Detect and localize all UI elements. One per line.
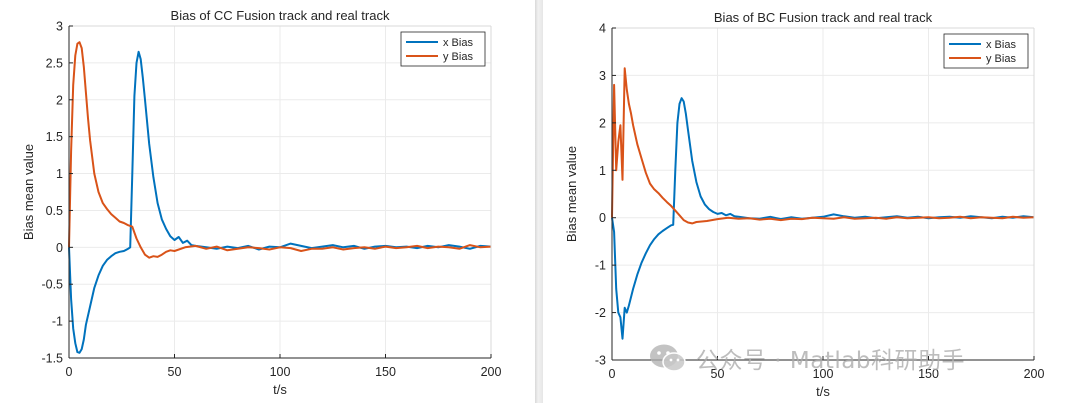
- chart1-ytick-label: 0: [599, 211, 606, 225]
- chart1-legend-box: [943, 33, 1029, 69]
- chart1-xtick-label: 150: [918, 367, 939, 381]
- chart1-legend: x Bias y Bias: [943, 33, 1029, 69]
- chart1-legend-label-y-bias: y Bias: [986, 53, 1016, 65]
- chart1-xtick-label: 50: [711, 367, 725, 381]
- chart0-series-x-bias-line: [68, 50, 492, 354]
- chart0-xtick-label: 50: [168, 365, 182, 379]
- chart0-xtick-label: 0: [66, 365, 73, 379]
- chart0-ytick-label: 2.5: [46, 56, 63, 70]
- chart0-ylabel: Bias mean value: [21, 144, 36, 240]
- chart0-legend: x Bias y Bias: [400, 31, 486, 67]
- chart1-ytick-label: -1: [595, 259, 606, 273]
- chart1-series-y-bias-line: [611, 67, 1035, 225]
- chart0-legend-label-x-bias: x Bias: [443, 37, 473, 49]
- chart0-ytick-label: -1.5: [41, 352, 63, 366]
- chart0-legend-box: [400, 31, 486, 67]
- chart0-xlabel: t/s: [273, 382, 287, 397]
- watermark-text: 公众号 · Matlab科研助手: [696, 348, 965, 374]
- chart0-ytick-label: 1: [56, 167, 63, 181]
- chart0-ytick-label: 0: [56, 241, 63, 255]
- chart1-ylabel: Bias mean value: [564, 146, 579, 242]
- chart0-title: Bias of CC Fusion track and real track: [171, 8, 390, 23]
- chart-panel-cc: 0 50 100 150 200 -1.5 -1 -0.5 0 0.5 1 1.5 2 2.5 3 Bias …: [0, 0, 535, 403]
- wechat-icon: [650, 344, 686, 372]
- chart0-ytick-label: -0.5: [41, 278, 63, 292]
- chart0-ytick-label: 2: [56, 93, 63, 107]
- chart1-ytick-label: 3: [599, 69, 606, 83]
- chart0-legend-label-y-bias: y Bias: [443, 51, 473, 63]
- chart1-ytick-label: 2: [599, 116, 606, 130]
- window-divider: [535, 0, 543, 403]
- chart1-legend-label-x-bias: x Bias: [986, 39, 1016, 51]
- chart0-ytick-label: 3: [56, 20, 63, 34]
- watermark: 公众号 · Matlab科研助手: [648, 340, 965, 376]
- chart-cc-fusion: 0 50 100 150 200 -1.5 -1 -0.5 0 0.5 1 1.5 2 2.5 3 Bias …: [21, 8, 502, 397]
- chart1-xtick-label: 0: [609, 367, 616, 381]
- chart0-xtick-label: 200: [481, 365, 502, 379]
- chart0-ytick-label: -1: [52, 315, 63, 329]
- chart1-xlabel: t/s: [816, 384, 830, 399]
- chart0-series-y-bias-line: [68, 41, 492, 259]
- chart-panel-bc: 0 50 100 150 200 -3 -2 -1 0 1 2 3 4 Bias of BC Fusion…: [543, 0, 1080, 403]
- chart1-ytick-label: 1: [599, 164, 606, 178]
- chart0-xtick-label: 100: [270, 365, 291, 379]
- chart0-ytick-label: 1.5: [46, 130, 63, 144]
- chart1-ytick-label: 4: [599, 22, 606, 36]
- chart1-xtick-label: 200: [1024, 367, 1045, 381]
- chart1-title: Bias of BC Fusion track and real track: [714, 10, 933, 25]
- chart1-ytick-label: -3: [595, 354, 606, 368]
- chart0-xtick-label: 150: [375, 365, 396, 379]
- chart0-ytick-label: 0.5: [46, 204, 63, 218]
- chart1-ytick-label: -2: [595, 306, 606, 320]
- chart1-xtick-label: 100: [813, 367, 834, 381]
